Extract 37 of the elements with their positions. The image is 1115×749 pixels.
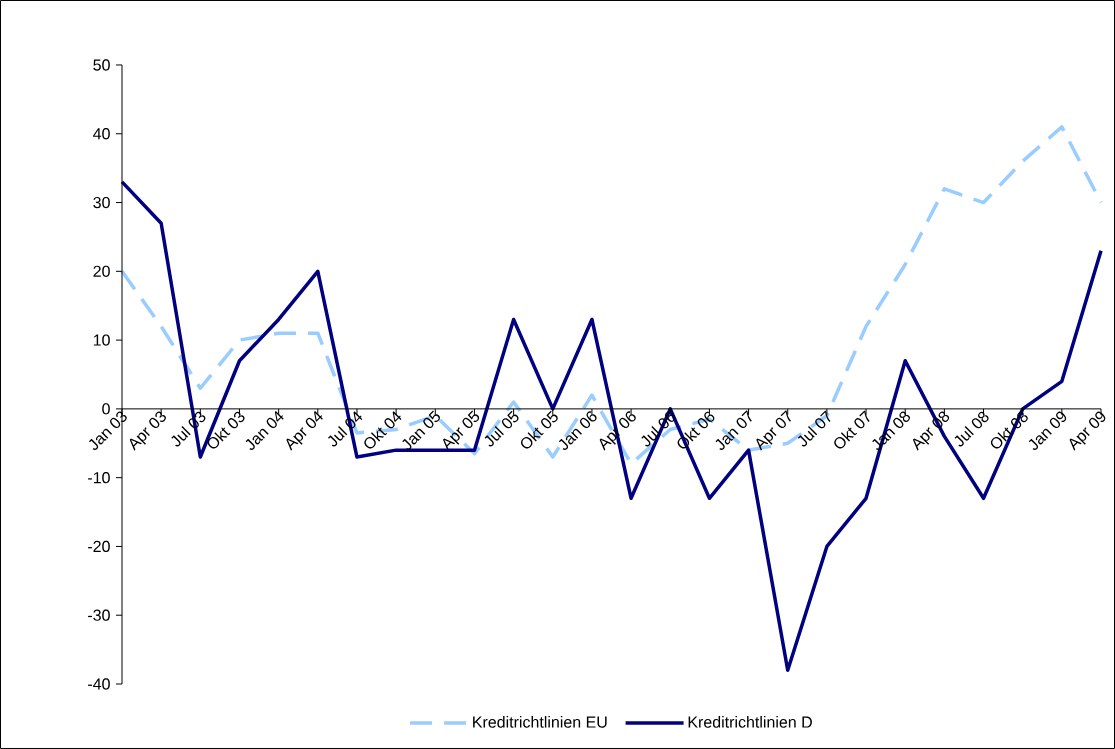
y-tick-label: -40 [88, 678, 110, 690]
y-tick-label: -30 [88, 609, 110, 621]
y-tick-label: 50 [93, 59, 110, 71]
y-tick-label: 10 [93, 334, 110, 346]
y-tick-label: 0 [102, 403, 110, 415]
x-tick-label: Apr 09 [1069, 411, 1106, 451]
legend-label: Kreditrichtlinien EU [473, 716, 607, 728]
x-tick-label: Okt 07 [834, 410, 870, 449]
x-tick-label: Apr 05 [443, 410, 480, 451]
x-tick-label: Okt 08 [990, 411, 1028, 449]
x-tick-label: Apr 04 [286, 411, 323, 451]
x-tick-label: Apr 06 [599, 411, 636, 451]
x-tick-label: Jul 06 [641, 411, 676, 447]
x-tick-label: Jul 05 [484, 410, 519, 447]
x-tick-label: Jul 08 [954, 411, 989, 447]
x-tick-label: Apr 07 [756, 410, 791, 451]
x-tick-label: Jul 03 [171, 411, 206, 447]
x-tick-label: Okt 06 [677, 411, 715, 449]
y-tick-label: 30 [93, 196, 110, 209]
x-tick-label: Apr 08 [912, 411, 950, 451]
x-tick-label: Jan 06 [558, 411, 597, 451]
x-tick-label: Jul 04 [328, 411, 363, 447]
x-tick-label: Okt 04 [364, 411, 402, 449]
x-tick-label: Apr 03 [129, 411, 166, 451]
x-tick-label: Jan 08 [872, 411, 911, 451]
x-tick-label: Jul 07 [797, 410, 831, 447]
x-tick-label: Jan 07 [715, 410, 752, 451]
y-tick-label: 20 [93, 265, 110, 277]
x-tick-label: Jan 04 [245, 411, 284, 451]
x-tick-label: Jan 05 [402, 410, 440, 451]
y-tick-label: -20 [88, 540, 110, 553]
legend-label: Kreditrichtlinien D [688, 716, 812, 728]
y-tick-label: 40 [93, 128, 110, 140]
y-tick-label: -10 [88, 471, 110, 484]
x-tick-label: Okt 03 [207, 411, 245, 449]
x-tick-label: Okt 05 [520, 410, 558, 449]
x-tick-label: Jan 09 [1028, 411, 1067, 451]
